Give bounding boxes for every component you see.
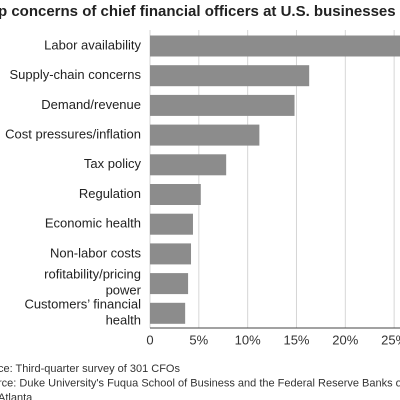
label-line: rofitability/pricing bbox=[44, 267, 141, 282]
bar bbox=[150, 35, 400, 57]
label-line: Customers’ financial bbox=[24, 297, 141, 312]
label-line: health bbox=[106, 313, 141, 328]
bar bbox=[150, 213, 193, 235]
bar bbox=[150, 65, 310, 87]
category-label: Non-labor costs bbox=[50, 245, 142, 260]
source-note: Atlanta bbox=[0, 392, 33, 400]
chart-title: p concerns of chief financial officers a… bbox=[0, 3, 396, 20]
x-tick-label: 25% bbox=[381, 332, 400, 347]
bar bbox=[150, 154, 227, 176]
x-tick-label: 5% bbox=[189, 332, 208, 347]
bar bbox=[150, 302, 186, 324]
bar bbox=[150, 184, 201, 205]
category-label: Demand/revenue bbox=[41, 97, 141, 112]
source-note: rce: Duke University's Fuqua School of B… bbox=[0, 377, 400, 389]
category-label: Customers’ financial health bbox=[24, 297, 141, 328]
bar bbox=[150, 243, 192, 265]
category-label: Regulation bbox=[79, 186, 141, 201]
label-line: power bbox=[106, 283, 142, 298]
category-label: Cost pressures/inflation bbox=[5, 127, 141, 142]
category-label: Supply-chain concerns bbox=[9, 67, 141, 82]
bar bbox=[150, 273, 189, 295]
x-tick-label: 15% bbox=[283, 332, 309, 347]
x-tick-label: 20% bbox=[332, 332, 358, 347]
category-label: rofitability/pricing power bbox=[44, 267, 141, 298]
bar bbox=[150, 124, 260, 146]
bar bbox=[150, 94, 295, 116]
x-tick-label: 0 bbox=[146, 332, 153, 347]
x-tick-label: 10% bbox=[235, 332, 261, 347]
category-label: Economic health bbox=[45, 216, 141, 231]
source-note: ce: Third-quarter survey of 301 CFOs bbox=[0, 363, 180, 375]
category-label: Labor availability bbox=[44, 37, 141, 52]
category-label: Tax policy bbox=[84, 156, 142, 171]
